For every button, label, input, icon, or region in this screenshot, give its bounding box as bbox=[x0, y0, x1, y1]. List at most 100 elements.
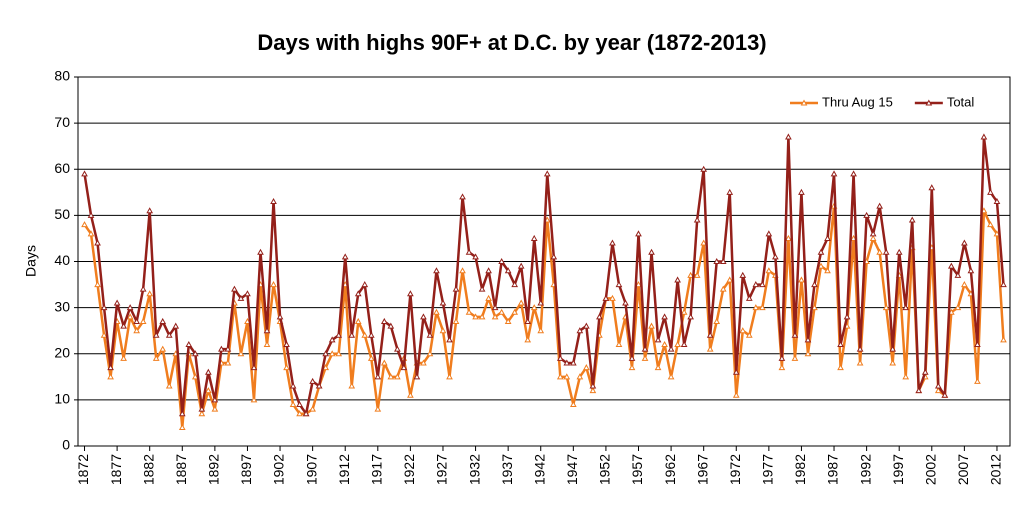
series-marker bbox=[185, 340, 193, 348]
y-tick-label: 10 bbox=[54, 391, 70, 407]
series-marker bbox=[485, 267, 492, 274]
series-marker bbox=[152, 331, 160, 338]
series-marker bbox=[159, 345, 167, 352]
series-marker bbox=[974, 340, 981, 348]
x-tick-label: 2002 bbox=[922, 454, 938, 485]
series-marker bbox=[895, 248, 903, 255]
series-marker bbox=[817, 262, 825, 269]
series-marker bbox=[713, 317, 721, 324]
series-marker bbox=[335, 331, 343, 338]
series-marker bbox=[602, 294, 610, 301]
series-marker bbox=[732, 368, 740, 375]
series-marker bbox=[322, 364, 330, 371]
series-marker bbox=[237, 350, 245, 357]
series-marker bbox=[296, 400, 303, 407]
series-marker bbox=[869, 234, 877, 241]
series-marker bbox=[478, 313, 486, 320]
series-marker bbox=[980, 133, 988, 140]
series-marker bbox=[107, 373, 114, 380]
series-marker bbox=[856, 359, 864, 366]
series-marker bbox=[654, 336, 662, 343]
series-marker bbox=[908, 216, 916, 223]
series-marker bbox=[987, 188, 994, 195]
series-marker bbox=[205, 368, 212, 375]
series-marker bbox=[361, 281, 369, 288]
y-tick-label: 80 bbox=[54, 68, 70, 84]
series-marker bbox=[765, 267, 773, 274]
series-marker bbox=[87, 211, 95, 218]
series-marker bbox=[680, 308, 688, 315]
x-tick-label: 2012 bbox=[988, 454, 1004, 485]
series-marker bbox=[139, 285, 147, 292]
series-marker bbox=[648, 322, 655, 329]
series-marker bbox=[706, 331, 714, 338]
series-marker bbox=[439, 327, 447, 334]
y-tick-label: 30 bbox=[54, 298, 70, 314]
series-marker bbox=[791, 331, 799, 338]
series-marker bbox=[354, 317, 362, 324]
series-marker bbox=[589, 382, 597, 389]
x-tick-label: 1872 bbox=[75, 454, 91, 485]
series-marker bbox=[680, 340, 688, 348]
series-marker bbox=[120, 354, 127, 361]
x-tick-label: 1922 bbox=[401, 454, 417, 485]
x-tick-label: 1962 bbox=[662, 454, 678, 485]
series-marker bbox=[693, 216, 701, 223]
series-marker bbox=[693, 271, 701, 278]
series-marker bbox=[426, 331, 434, 338]
series-marker bbox=[961, 239, 968, 246]
x-tick-label: 1992 bbox=[857, 454, 873, 485]
series-marker bbox=[563, 359, 571, 366]
series-marker bbox=[556, 354, 564, 361]
legend-label: Thru Aug 15 bbox=[822, 94, 893, 109]
y-tick-label: 50 bbox=[54, 206, 70, 222]
series-marker bbox=[113, 299, 121, 306]
series-marker bbox=[719, 257, 727, 264]
series-marker bbox=[589, 387, 597, 394]
series-marker bbox=[341, 253, 349, 260]
series-marker bbox=[439, 299, 447, 306]
x-tick-label: 1932 bbox=[466, 454, 482, 485]
series-marker bbox=[798, 276, 805, 283]
series-marker bbox=[133, 317, 141, 324]
series-marker bbox=[446, 373, 453, 380]
series-marker bbox=[635, 230, 642, 237]
legend-marker bbox=[925, 99, 933, 106]
series-marker bbox=[569, 359, 577, 366]
series-marker bbox=[811, 304, 818, 311]
series-marker bbox=[380, 317, 388, 324]
series-marker bbox=[837, 364, 844, 371]
series-marker bbox=[374, 405, 382, 412]
series-marker bbox=[778, 354, 786, 361]
x-tick-label: 1902 bbox=[271, 454, 287, 485]
series-marker bbox=[289, 382, 297, 389]
series-marker bbox=[993, 198, 1001, 205]
series-marker bbox=[824, 267, 831, 274]
series-marker bbox=[107, 364, 114, 371]
y-tick-label: 70 bbox=[54, 114, 70, 130]
series-marker bbox=[491, 304, 499, 311]
series-marker bbox=[485, 294, 492, 301]
series-marker bbox=[472, 313, 479, 320]
series-marker bbox=[700, 165, 708, 172]
series-marker bbox=[146, 207, 154, 214]
series-marker bbox=[889, 359, 897, 366]
series-marker bbox=[465, 308, 473, 315]
series-marker bbox=[198, 405, 206, 412]
series-marker bbox=[719, 285, 727, 292]
y-tick-label: 40 bbox=[54, 252, 70, 268]
series-marker bbox=[628, 364, 636, 371]
series-marker bbox=[524, 336, 532, 343]
series-marker bbox=[758, 304, 766, 311]
series-marker bbox=[947, 262, 955, 269]
series-marker bbox=[700, 239, 708, 246]
series-marker bbox=[81, 170, 88, 177]
series-marker bbox=[765, 230, 773, 237]
series-marker bbox=[778, 364, 786, 371]
series-marker bbox=[928, 184, 936, 191]
series-marker bbox=[139, 317, 147, 324]
series-marker bbox=[302, 410, 310, 417]
series-marker bbox=[348, 382, 356, 389]
series-marker bbox=[921, 368, 929, 375]
series-marker bbox=[713, 257, 721, 264]
